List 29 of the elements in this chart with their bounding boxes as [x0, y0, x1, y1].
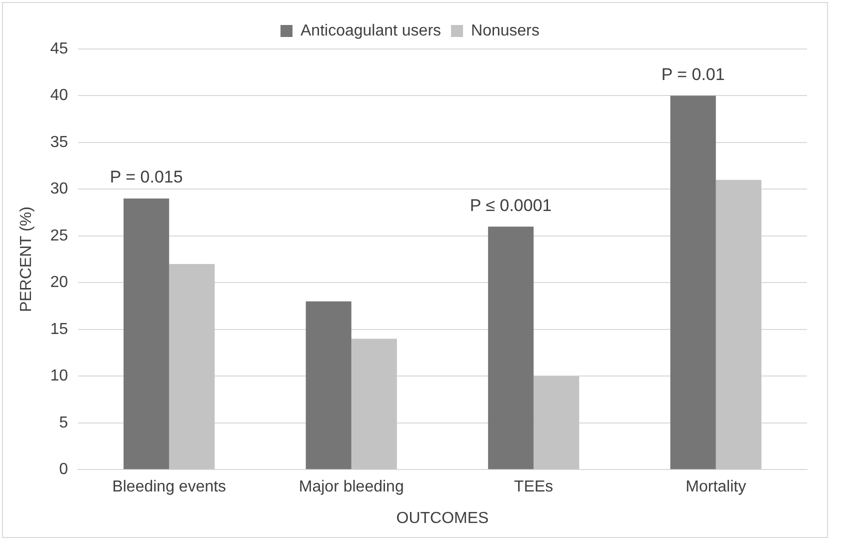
x-axis-title: OUTCOMES — [396, 510, 489, 527]
x-tick-label: Mortality — [686, 478, 746, 496]
y-tick-label: 35 — [50, 134, 68, 151]
legend-label: Anticoagulant users — [300, 22, 442, 40]
bar — [670, 96, 716, 470]
annotation: P = 0.01 — [661, 64, 725, 84]
y-tick-label: 10 — [50, 368, 68, 385]
annotation: P = 0.015 — [110, 168, 183, 187]
annotation: P ≤ 0.0001 — [470, 196, 552, 215]
y-axis-title: PERCENT (%) — [18, 206, 36, 312]
bar — [488, 226, 534, 470]
y-tick-label: 45 — [50, 40, 68, 58]
y-tick-label: 5 — [59, 414, 68, 432]
bar — [169, 264, 215, 470]
y-tick-label: 25 — [50, 227, 68, 244]
bar — [306, 301, 352, 470]
x-tick-label: Bleeding events — [112, 478, 226, 496]
y-tick-label: 0 — [59, 461, 68, 478]
legend-label: Nonusers — [471, 22, 540, 40]
bar — [716, 180, 762, 470]
bar — [124, 198, 170, 470]
bar — [534, 376, 580, 470]
x-tick-label: TEEs — [514, 478, 554, 496]
x-tick-label: Major bleeding — [298, 478, 404, 496]
y-tick-label: 30 — [50, 180, 68, 198]
y-tick-label: 40 — [50, 87, 68, 104]
y-tick-label: 15 — [50, 320, 68, 338]
y-tick-label: 20 — [50, 274, 68, 292]
bar — [351, 338, 397, 470]
